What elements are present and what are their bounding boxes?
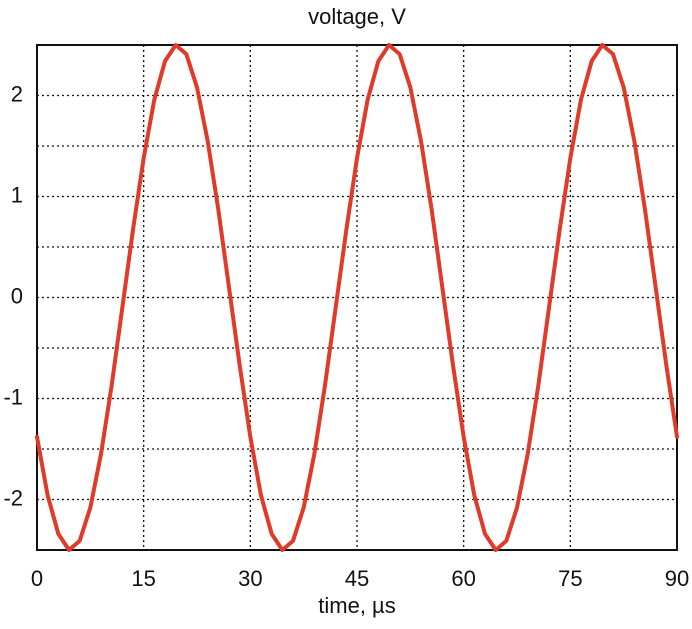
y-tick-label: 0 xyxy=(11,283,23,308)
data-line xyxy=(35,43,679,552)
chart-title: voltage, V xyxy=(308,4,406,29)
y-tick-label: -1 xyxy=(3,384,23,409)
plot-frame xyxy=(36,44,678,551)
x-tick-label: 60 xyxy=(451,566,475,591)
x-tick-label: 45 xyxy=(345,566,369,591)
x-tick-label: 75 xyxy=(558,566,582,591)
x-tick-label: 90 xyxy=(665,566,689,591)
y-tick-label: 2 xyxy=(11,81,23,106)
y-tick-label: 1 xyxy=(11,182,23,207)
x-tick-label: 15 xyxy=(131,566,155,591)
y-tick-label: -2 xyxy=(3,485,23,510)
x-axis-label: time, µs xyxy=(318,593,395,618)
x-tick-label: 30 xyxy=(238,566,262,591)
x-tick-label: 0 xyxy=(31,566,43,591)
